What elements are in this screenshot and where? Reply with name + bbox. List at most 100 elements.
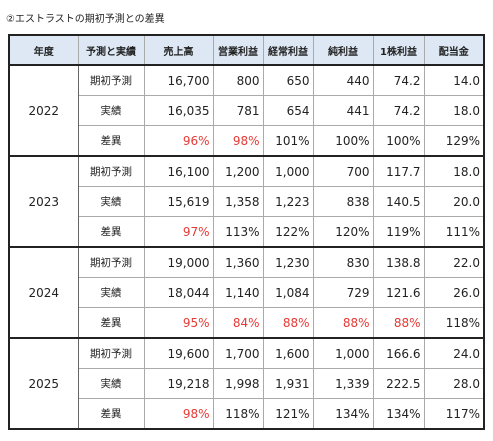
table-row: 差異 97% 113% 122% 120% 119% 111% [9,216,485,248]
value-cell: 1,140 [212,277,264,308]
table-row: 2025 期初予測 19,600 1,700 1,600 1,000 166.6 24.0 [8,337,485,430]
value-cell: 19,600 [143,337,214,369]
value-cell: 1,223 [262,186,314,217]
value-cell: 1,230 [262,246,314,278]
row-label: 実績 [77,95,145,126]
value-cell: 95% [143,307,214,339]
value-cell: 138.8 [372,246,425,278]
value-cell: 16,035 [143,95,214,126]
value-cell: 441 [312,95,374,126]
value-cell: 117.7 [372,155,425,187]
value-cell: 1,700 [212,337,264,369]
column-header: 1株利益 [372,34,425,66]
value-cell: 129% [423,125,485,157]
column-header: 配当金 [423,34,485,66]
value-cell: 26.0 [423,277,485,308]
value-cell: 120% [312,216,374,248]
table-row: 実績 16,035 781 654 441 74.2 18.0 [9,95,485,126]
value-cell: 98% [212,125,264,157]
value-cell: 18,044 [143,277,214,308]
table-row: 実績 15,619 1,358 1,223 838 140.5 20.0 [9,186,485,217]
value-cell: 1,084 [262,277,314,308]
column-header: 予測と実績 [77,34,145,66]
row-label: 期初予測 [77,246,145,278]
value-cell: 119% [372,216,425,248]
table-row: 実績 19,218 1,998 1,931 1,339 222.5 28.0 [9,368,485,399]
value-cell: 134% [312,398,374,430]
row-label: 差異 [77,216,145,248]
table-row: 差異 95% 84% 88% 88% 88% 118% [9,307,485,339]
value-cell: 121.6 [372,277,425,308]
value-cell: 1,358 [212,186,264,217]
table-row: 2022 期初予測 16,700 800 650 440 74.2 14.0 [8,64,485,157]
value-cell: 729 [312,277,374,308]
value-cell: 74.2 [372,64,425,96]
value-cell: 166.6 [372,337,425,369]
value-cell: 101% [262,125,314,157]
table-body: 2022 期初予測 16,700 800 650 440 74.2 14.0 実績 16,035 7… [8,64,485,430]
value-cell: 121% [262,398,314,430]
value-cell: 113% [212,216,264,248]
row-label: 実績 [77,186,145,217]
value-cell: 122% [262,216,314,248]
row-label: 期初予測 [77,155,145,187]
value-cell: 830 [312,246,374,278]
row-label: 期初予測 [77,337,145,369]
row-label: 差異 [77,125,145,157]
value-cell: 1,998 [212,368,264,399]
column-header: 売上高 [143,34,214,66]
value-cell: 140.5 [372,186,425,217]
row-label: 期初予測 [77,64,145,96]
value-cell: 19,000 [143,246,214,278]
column-header: 純利益 [312,34,374,66]
table-row: 実績 18,044 1,140 1,084 729 121.6 26.0 [9,277,485,308]
table-row: 2023 期初予測 16,100 1,200 1,000 700 117.7 18.0 [8,155,485,248]
value-cell: 1,931 [262,368,314,399]
value-cell: 24.0 [423,337,485,369]
comparison-table: 年度 予測と実績 売上高 営業利益 経常利益 純利益 1株利益 配当金 2022 期初予測 16,… [8,34,485,430]
value-cell: 222.5 [372,368,425,399]
value-cell: 74.2 [372,95,425,126]
value-cell: 117% [423,398,485,430]
table-row: 2024 期初予測 19,000 1,360 1,230 830 138.8 22.0 [8,246,485,339]
column-header: 営業利益 [212,34,264,66]
value-cell: 96% [143,125,214,157]
value-cell: 100% [312,125,374,157]
title: ②エストラストの期初予測との差異 [6,14,165,25]
value-cell: 1,600 [262,337,314,369]
value-cell: 1,200 [212,155,264,187]
value-cell: 100% [372,125,425,157]
column-header: 経常利益 [262,34,314,66]
value-cell: 1,000 [262,155,314,187]
value-cell: 98% [143,398,214,430]
value-cell: 18.0 [423,155,485,187]
value-cell: 134% [372,398,425,430]
value-cell: 650 [262,64,314,96]
value-cell: 22.0 [423,246,485,278]
value-cell: 1,339 [312,368,374,399]
value-cell: 111% [423,216,485,248]
value-cell: 88% [312,307,374,339]
value-cell: 838 [312,186,374,217]
row-label: 実績 [77,368,145,399]
year-cell: 2024 [8,246,79,339]
row-label: 差異 [77,307,145,339]
value-cell: 16,100 [143,155,214,187]
value-cell: 781 [212,95,264,126]
table-row: 差異 98% 118% 121% 134% 134% 117% [9,398,485,430]
column-header: 年度 [8,34,79,66]
value-cell: 800 [212,64,264,96]
value-cell: 97% [143,216,214,248]
value-cell: 1,360 [212,246,264,278]
value-cell: 440 [312,64,374,96]
value-cell: 118% [212,398,264,430]
value-cell: 18.0 [423,95,485,126]
value-cell: 88% [372,307,425,339]
value-cell: 118% [423,307,485,339]
value-cell: 15,619 [143,186,214,217]
value-cell: 28.0 [423,368,485,399]
value-cell: 654 [262,95,314,126]
value-cell: 20.0 [423,186,485,217]
year-cell: 2023 [8,155,79,248]
